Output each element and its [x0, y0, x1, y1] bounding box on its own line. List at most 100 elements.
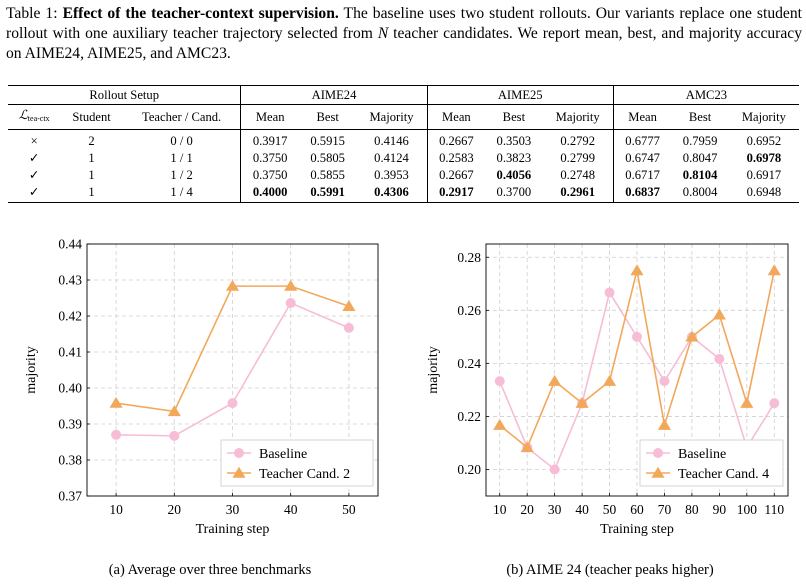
metric-cell: 0.3503	[496, 134, 532, 148]
x-tick-label: 50	[342, 502, 356, 517]
x-axis-label: Training step	[196, 522, 270, 537]
data-point	[632, 331, 642, 342]
legend-marker	[234, 448, 244, 458]
legend-label: Baseline	[259, 447, 307, 462]
legend-label: Teacher Cand. 2	[259, 467, 350, 482]
legend-label: Teacher Cand. 4	[678, 467, 769, 482]
legend-marker	[651, 466, 665, 478]
chart-a-caption: (a) Average over three benchmarks	[108, 562, 312, 578]
metric-cell: 0.6717	[625, 168, 660, 182]
data-point	[769, 398, 780, 409]
metric-cell: 0.2917	[427, 184, 486, 203]
metric-cell: 0.6948	[728, 184, 799, 203]
group-header-aime24: AIME24	[240, 85, 428, 105]
metric-cell: 0.3953	[356, 167, 428, 184]
metric-cell: 0.3917	[252, 134, 288, 148]
student-cell: 1	[88, 168, 95, 182]
group-header-row: Rollout Setup AIME24 AIME25 AMC23	[8, 85, 799, 105]
data-point	[659, 376, 670, 387]
data-point	[714, 353, 725, 364]
y-tick-label: 0.38	[58, 453, 82, 468]
metric-cell: 0.2667	[439, 134, 474, 148]
column-header-teacher-cand: Teacher / Cand.	[122, 104, 242, 130]
y-tick-label: 0.26	[457, 303, 481, 318]
metric-cell: 0.3700	[485, 184, 543, 203]
metric-cell: 0.6917	[746, 168, 782, 182]
data-point	[493, 418, 507, 430]
table-row: ✓ 1 1 / 2 0.3750 0.5855 0.3953 0.2667 0.4056 0.2…	[8, 167, 799, 184]
student-cell: 2	[88, 134, 95, 148]
data-point	[109, 396, 123, 408]
y-tick-label: 0.22	[457, 409, 481, 424]
x-tick-label: 40	[284, 502, 298, 517]
column-header-metric: Mean	[240, 104, 299, 130]
legend: Baseline Teacher Cand. 2	[220, 439, 374, 487]
metric-cell: 0.4146	[356, 129, 428, 150]
metric-cell: 0.3823	[496, 151, 532, 165]
data-point	[227, 398, 238, 409]
y-tick-label: 0.41	[58, 345, 82, 360]
column-header-student: Student	[60, 104, 123, 130]
loss-cell: ✓	[28, 151, 40, 165]
teacher-cand-cell: 1 / 2	[122, 167, 242, 184]
x-tick-label: 110	[764, 502, 784, 517]
metric-cell: 0.6777	[625, 134, 660, 148]
teacher-cand-cell: 1 / 1	[122, 150, 242, 167]
column-header-metric: Majority	[542, 104, 614, 130]
table-caption-text-1: The baseline uses two student rollouts. …	[6, 5, 802, 42]
metric-cell: 0.2792	[542, 129, 614, 150]
column-header-metric: Best	[485, 104, 543, 130]
student-cell: 1	[88, 151, 95, 165]
y-tick-label: 0.42	[58, 309, 82, 324]
series-teacher	[493, 264, 781, 453]
x-tick-label: 40	[575, 502, 589, 517]
table-caption-text-2: teacher candidates. We report mean, best…	[6, 25, 802, 62]
n-symbol: N	[377, 25, 389, 42]
student-cell: 1	[60, 184, 123, 203]
table-row: ✓ 1 1 / 1 0.3750 0.5805 0.4124 0.2583 0.3823 0.2…	[8, 150, 799, 167]
legend-marker	[653, 448, 663, 458]
series-baseline	[111, 298, 354, 441]
column-header-metric: Mean	[427, 104, 486, 130]
loss-symbol: ℒ	[18, 108, 28, 122]
x-tick-label: 50	[603, 502, 617, 517]
x-tick-label: 70	[658, 502, 672, 517]
y-axis-label: majority	[426, 346, 441, 393]
legend-box	[639, 439, 784, 487]
column-header-metric: Majority	[728, 104, 799, 130]
metric-cell: 0.4124	[356, 150, 428, 167]
data-point	[657, 418, 672, 430]
metric-cell: 0.4306	[356, 184, 428, 203]
data-point	[604, 287, 615, 298]
metric-cell: 0.8104	[682, 168, 718, 182]
metric-cell: 0.5805	[310, 151, 345, 165]
data-point	[712, 308, 726, 320]
metric-cell: 0.2583	[439, 151, 474, 165]
y-tick-label: 0.28	[457, 250, 481, 265]
metric-cell: 0.2961	[542, 184, 614, 203]
x-tick-label: 30	[548, 502, 562, 517]
data-point	[602, 374, 617, 386]
metric-cell: 0.5855	[310, 168, 345, 182]
data-point	[520, 441, 534, 453]
y-tick-label: 0.24	[457, 356, 481, 371]
metric-cell: 0.6978	[746, 151, 782, 165]
data-point	[575, 396, 589, 408]
y-tick-label: 0.43	[58, 273, 82, 288]
x-tick-label: 90	[713, 502, 727, 517]
metric-cell: 0.4000	[240, 184, 299, 203]
data-point	[342, 300, 356, 311]
chart-b-caption: (b) AIME 24 (teacher peaks higher)	[506, 562, 714, 578]
metric-cell: 0.6837	[613, 184, 672, 203]
group-header-setup: Rollout Setup	[8, 85, 242, 105]
metric-cell: 0.5915	[310, 134, 345, 148]
x-tick-label: 80	[685, 502, 699, 517]
table-label: Table 1:	[6, 5, 58, 22]
x-axis-label: Training step	[600, 522, 674, 537]
loss-subscript: tea-ctx	[27, 114, 50, 123]
loss-cell: ✓	[8, 184, 61, 203]
column-header-metric: Best	[298, 104, 357, 130]
column-header-metric: Mean	[613, 104, 672, 130]
table-caption: Table 1: Effect of the teacher-context s…	[6, 4, 802, 64]
data-point	[548, 374, 562, 386]
